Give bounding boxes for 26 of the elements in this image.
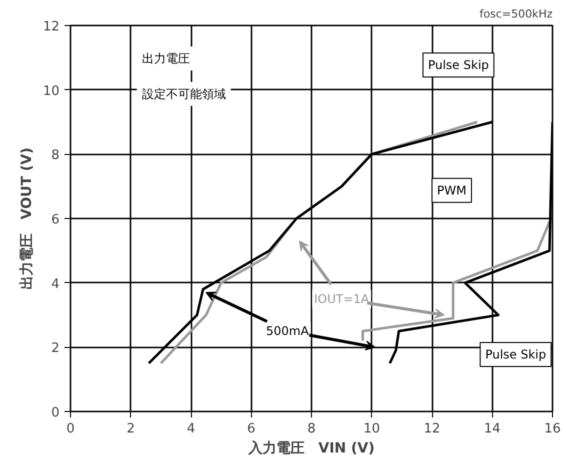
x-tick-label: 16 (544, 422, 561, 436)
x-tick-label: 12 (424, 422, 440, 436)
x-tick-label: 0 (66, 422, 75, 436)
y-tick-label: 0 (51, 406, 60, 420)
x-tick-label: 14 (484, 422, 501, 436)
x-tick-label: 2 (126, 422, 135, 436)
text: 500mA (266, 324, 310, 338)
y-tick-label: 10 (42, 84, 60, 99)
annotation: PWM (437, 183, 466, 198)
y-tick-label: 4 (51, 276, 60, 292)
y-tick-label: 6 (51, 212, 60, 228)
x-axis-title: 入力電圧 VIN (V) (247, 440, 375, 456)
x-tick-label: 6 (247, 422, 256, 436)
annotation: 設定不可能領域 (142, 86, 226, 101)
chart-title: fosc=500kHz (479, 8, 553, 20)
text: IOUT=1A (314, 292, 370, 306)
x-tick-label: 8 (307, 422, 316, 436)
annotation: Pulse Skip (485, 347, 546, 362)
annotation: Pulse Skip (428, 58, 489, 72)
y-tick-label: 12 (42, 20, 60, 34)
x-tick-label: 4 (186, 422, 196, 436)
annotation: 出力電圧 (142, 52, 190, 66)
y-axis-title: 出力電圧 VOUT (V) (18, 148, 35, 290)
y-tick-label: 8 (51, 148, 60, 164)
x-tick-label: 10 (363, 422, 380, 436)
y-tick-label: 2 (51, 341, 60, 356)
